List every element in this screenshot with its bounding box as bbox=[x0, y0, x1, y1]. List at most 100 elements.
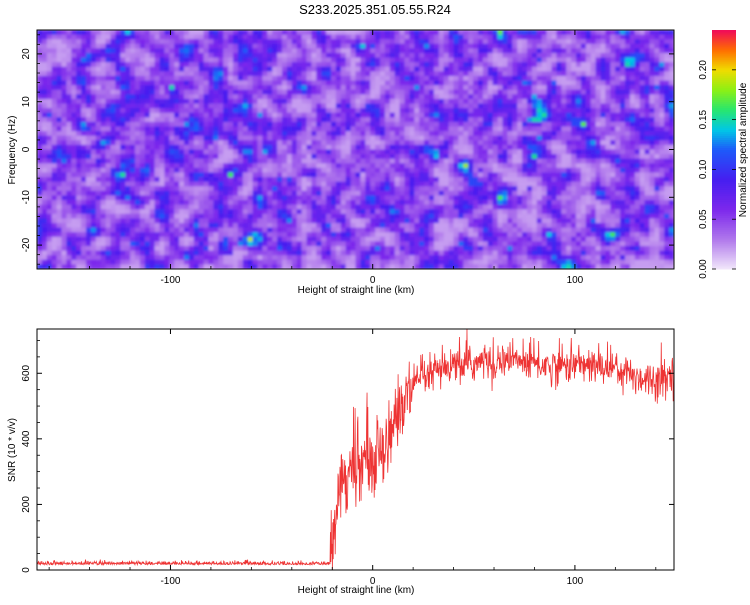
heatmap-cell bbox=[331, 62, 337, 68]
heatmap-cell bbox=[414, 117, 420, 123]
heatmap-cell bbox=[120, 149, 126, 155]
heatmap-cell bbox=[585, 131, 592, 137]
heatmap-cell bbox=[380, 112, 386, 118]
heatmap-cell bbox=[331, 135, 337, 141]
heatmap-cell bbox=[237, 186, 244, 192]
heatmap-cell bbox=[654, 52, 660, 58]
heatmap-cell bbox=[492, 154, 498, 160]
heatmap-cell bbox=[66, 190, 72, 196]
heatmap-cell bbox=[443, 66, 449, 72]
heatmap-cell bbox=[389, 167, 396, 173]
heatmap-cell bbox=[492, 172, 498, 178]
heatmap-cell bbox=[340, 135, 347, 141]
heatmap-cell bbox=[340, 85, 347, 91]
heatmap-cell bbox=[561, 200, 567, 206]
heatmap-cell bbox=[139, 52, 146, 58]
heatmap-cell bbox=[384, 181, 391, 187]
heatmap-cell bbox=[561, 190, 567, 196]
heatmap-cell bbox=[409, 75, 415, 81]
heatmap-cell bbox=[566, 108, 572, 114]
heatmap-cell bbox=[267, 163, 273, 169]
heatmap-cell bbox=[389, 144, 396, 150]
heatmap-cell bbox=[536, 144, 543, 150]
heatmap-cell bbox=[184, 167, 190, 173]
heatmap-cell bbox=[331, 163, 337, 169]
heatmap-cell bbox=[95, 62, 102, 68]
heatmap-cell bbox=[438, 135, 445, 141]
heatmap-cell bbox=[566, 135, 572, 141]
heatmap-cell bbox=[394, 98, 400, 104]
heatmap-cell bbox=[414, 126, 420, 132]
heatmap-cell bbox=[66, 149, 72, 155]
heatmap-cell bbox=[620, 126, 626, 132]
heatmap-cell bbox=[644, 66, 650, 72]
heatmap-cell bbox=[639, 154, 645, 160]
heatmap-cell bbox=[433, 43, 440, 49]
heatmap-cell bbox=[282, 200, 288, 206]
heatmap-cell bbox=[512, 85, 518, 91]
heatmap-cell bbox=[556, 126, 562, 132]
heatmap-cell bbox=[659, 57, 665, 63]
heatmap-cell bbox=[380, 108, 386, 114]
heatmap-cell bbox=[404, 80, 410, 86]
heatmap-cell bbox=[453, 117, 459, 123]
heatmap-cell bbox=[463, 103, 469, 109]
heatmap-cell bbox=[125, 135, 131, 141]
heatmap-cell bbox=[301, 57, 307, 63]
heatmap-cell bbox=[512, 140, 518, 146]
heatmap-cell bbox=[296, 43, 302, 49]
heatmap-cell bbox=[282, 126, 288, 132]
heatmap-cell bbox=[502, 158, 508, 164]
heatmap-cell bbox=[115, 121, 121, 127]
heatmap-cell bbox=[41, 62, 48, 68]
heatmap-cell bbox=[208, 43, 214, 49]
heatmap-cell bbox=[497, 126, 503, 132]
heatmap-cell bbox=[37, 190, 43, 196]
heatmap-cell bbox=[139, 135, 146, 141]
heatmap-cell bbox=[566, 80, 572, 86]
heatmap-cell bbox=[81, 66, 87, 72]
heatmap-cell bbox=[370, 43, 376, 49]
heatmap-cell bbox=[571, 195, 577, 201]
heatmap-cell bbox=[350, 34, 356, 40]
heatmap-cell bbox=[242, 34, 249, 40]
heatmap-cell bbox=[522, 195, 528, 201]
heatmap-cell bbox=[41, 177, 48, 183]
heatmap-cell bbox=[659, 135, 665, 141]
heatmap-cell bbox=[242, 71, 249, 77]
heatmap-cell bbox=[203, 66, 209, 72]
heatmap-cell bbox=[154, 190, 160, 196]
heatmap-cell bbox=[468, 172, 474, 178]
heatmap-cell bbox=[208, 98, 214, 104]
heatmap-cell bbox=[527, 186, 533, 192]
heatmap-cell bbox=[228, 200, 234, 206]
heatmap-cell bbox=[634, 89, 641, 95]
heatmap-cell bbox=[448, 167, 454, 173]
heatmap-cell bbox=[267, 71, 273, 77]
heatmap-cell bbox=[41, 190, 48, 196]
heatmap-cell bbox=[566, 112, 572, 118]
heatmap-cell bbox=[634, 39, 641, 45]
heatmap-cell bbox=[135, 94, 141, 100]
heatmap-cell bbox=[463, 154, 469, 160]
heatmap-cell bbox=[316, 57, 322, 63]
heatmap-cell bbox=[262, 43, 268, 49]
heatmap-cell bbox=[316, 190, 322, 196]
heatmap-cell bbox=[536, 43, 543, 49]
heatmap-cell bbox=[620, 181, 626, 187]
heatmap-cell bbox=[340, 66, 347, 72]
heatmap-cell bbox=[262, 121, 268, 127]
heatmap-cell bbox=[296, 52, 302, 58]
heatmap-cell bbox=[433, 71, 440, 77]
heatmap-cell bbox=[267, 43, 273, 49]
heatmap-cell bbox=[110, 62, 116, 68]
heatmap-cell bbox=[419, 172, 425, 178]
heatmap-cell bbox=[208, 186, 214, 192]
heatmap-cell bbox=[507, 200, 513, 206]
heatmap-cell bbox=[384, 126, 391, 132]
heatmap-cell bbox=[360, 172, 366, 178]
heatmap-cell bbox=[105, 39, 111, 45]
heatmap-cell bbox=[384, 52, 391, 58]
heatmap-cell bbox=[468, 181, 474, 187]
heatmap-cell bbox=[296, 177, 302, 183]
